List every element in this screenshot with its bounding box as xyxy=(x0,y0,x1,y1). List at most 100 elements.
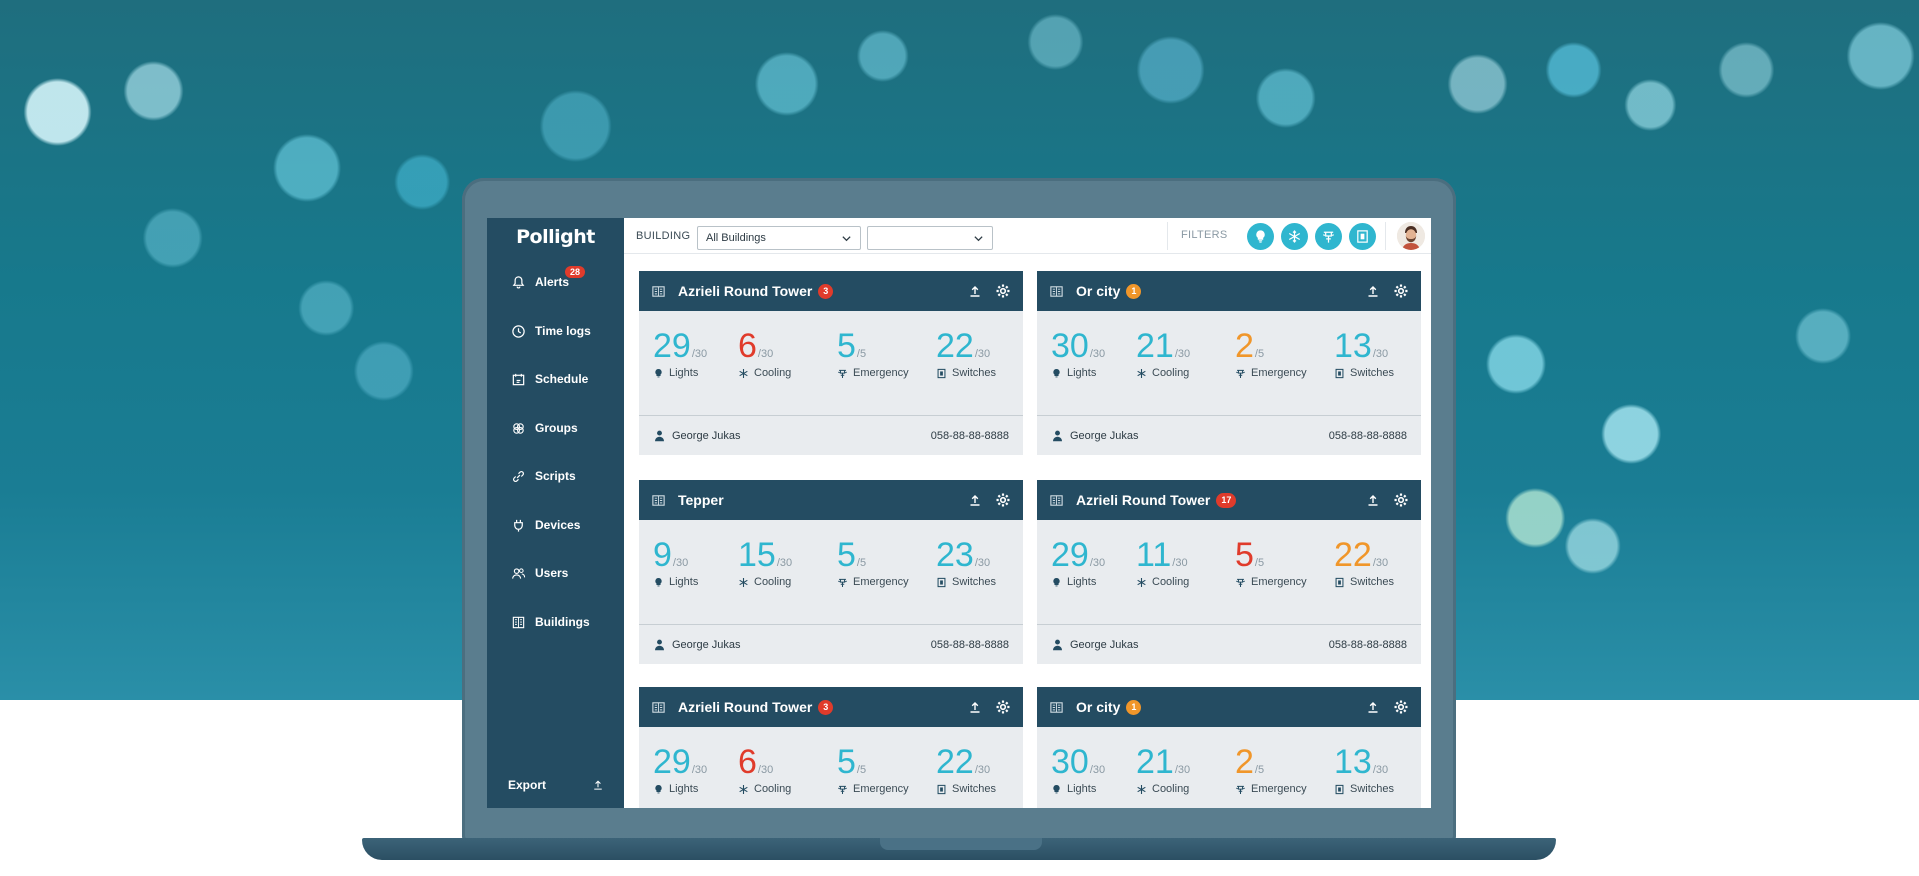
upload-icon[interactable] xyxy=(967,492,983,508)
gear-icon[interactable] xyxy=(1393,492,1409,508)
sidebar-item-schedule[interactable]: Schedule xyxy=(487,362,624,396)
stat-emergency[interactable]: 5/5 Emergency xyxy=(837,745,933,795)
card-footer: George Jukas 058-88-88-8888 xyxy=(1037,624,1421,664)
stat-cooling[interactable]: 11/30 Cooling xyxy=(1136,538,1232,588)
stat-total: /5 xyxy=(856,348,867,360)
card-header: Azrieli Round Tower 17 xyxy=(1037,480,1421,520)
stat-total: /30 xyxy=(691,348,708,360)
contact-person[interactable]: George Jukas xyxy=(653,429,740,442)
emergency-icon xyxy=(1236,578,1245,587)
stat-total: /30 xyxy=(757,348,774,360)
gear-icon[interactable] xyxy=(1393,699,1409,715)
stat-label: Emergency xyxy=(853,576,909,588)
sidebar-item-buildings[interactable]: Buildings xyxy=(487,605,624,639)
user-icon xyxy=(1053,430,1062,442)
contact-person[interactable]: George Jukas xyxy=(1051,429,1138,442)
stat-label: Emergency xyxy=(853,367,909,379)
sidebar-item-users[interactable]: Users xyxy=(487,556,624,590)
stat-cooling[interactable]: 15/30 Cooling xyxy=(738,538,834,588)
filter-lights-button[interactable] xyxy=(1247,223,1274,250)
stat-emergency[interactable]: 5/5 Emergency xyxy=(837,538,933,588)
card-header: Tepper xyxy=(639,480,1023,520)
building-card[interactable]: Azrieli Round Tower 3 29/30 Lights 6/30 … xyxy=(639,271,1023,455)
sidebar-item-time-logs[interactable]: Time logs xyxy=(487,314,624,348)
stat-emergency[interactable]: 2/5 Emergency xyxy=(1235,329,1331,379)
stat-cooling[interactable]: 21/30 Cooling xyxy=(1136,329,1232,379)
contact-phone[interactable]: 058-88-88-8888 xyxy=(1328,429,1407,442)
stat-lights[interactable]: 29/30 Lights xyxy=(1051,538,1147,588)
card-alert-badge: 1 xyxy=(1126,699,1142,715)
contact-phone[interactable]: 058-88-88-8888 xyxy=(930,429,1009,442)
user-avatar[interactable] xyxy=(1397,222,1425,250)
contact-phone[interactable]: 058-88-88-8888 xyxy=(930,638,1009,651)
upload-icon[interactable] xyxy=(1365,283,1381,299)
stat-total: /5 xyxy=(856,557,867,569)
filter-switches-button[interactable] xyxy=(1349,223,1376,250)
stat-label: Cooling xyxy=(754,367,792,379)
stat-cooling[interactable]: 21/30 Cooling xyxy=(1136,745,1232,795)
upload-icon[interactable] xyxy=(1365,492,1381,508)
stat-value: 15 xyxy=(738,536,776,574)
stat-switches[interactable]: 23/30 Switches xyxy=(936,538,1023,588)
upload-icon[interactable] xyxy=(967,283,983,299)
stat-total: /30 xyxy=(974,557,991,569)
building-select[interactable]: All Buildings xyxy=(697,226,861,250)
stat-cooling[interactable]: 6/30 Cooling xyxy=(738,745,834,795)
stat-lights[interactable]: 29/30 Lights xyxy=(653,745,749,795)
stat-label: Emergency xyxy=(1251,576,1307,588)
building-icon xyxy=(1050,285,1063,297)
stat-lights[interactable]: 29/30 Lights xyxy=(653,329,749,379)
bulb-icon xyxy=(655,368,662,377)
snowflake-icon xyxy=(739,368,748,378)
stat-lights[interactable]: 9/30 Lights xyxy=(653,538,749,588)
stat-lights[interactable]: 30/30 Lights xyxy=(1051,329,1147,379)
sidebar-item-alerts[interactable]: Alerts 28 xyxy=(487,265,624,299)
gear-icon[interactable] xyxy=(995,492,1011,508)
sidebar-item-scripts[interactable]: Scripts xyxy=(487,459,624,493)
stat-emergency[interactable]: 5/5 Emergency xyxy=(1235,538,1331,588)
secondary-select[interactable] xyxy=(867,226,993,250)
upload-icon[interactable] xyxy=(1365,699,1381,715)
building-card[interactable]: Azrieli Round Tower 3 29/30 Lights 6/30 … xyxy=(639,687,1023,808)
sidebar-item-groups[interactable]: Groups xyxy=(487,411,624,445)
filter-cooling-button[interactable] xyxy=(1281,223,1308,250)
building-card[interactable]: Or city 1 30/30 Lights 21/30 Cooling 2/5… xyxy=(1037,687,1421,808)
contact-name: George Jukas xyxy=(1070,638,1139,651)
stat-total: /30 xyxy=(1089,764,1106,776)
snowflake-icon xyxy=(739,784,748,794)
contact-phone[interactable]: 058-88-88-8888 xyxy=(1328,638,1407,651)
stat-label: Switches xyxy=(952,367,997,379)
stat-switches[interactable]: 13/30 Switches xyxy=(1334,745,1421,795)
stat-switches[interactable]: 13/30 Switches xyxy=(1334,329,1421,379)
building-card[interactable]: Or city 1 30/30 Lights 21/30 Cooling 2/5… xyxy=(1037,271,1421,455)
bulb-icon xyxy=(1053,577,1060,586)
sidebar-item-devices[interactable]: Devices xyxy=(487,508,624,542)
contact-person[interactable]: George Jukas xyxy=(653,638,740,651)
gear-icon[interactable] xyxy=(1393,283,1409,299)
filter-emergency-button[interactable] xyxy=(1315,223,1342,250)
stat-total: /30 xyxy=(1174,764,1191,776)
stat-emergency[interactable]: 2/5 Emergency xyxy=(1235,745,1331,795)
export-button[interactable]: Export xyxy=(487,770,624,800)
gear-icon[interactable] xyxy=(995,283,1011,299)
stat-total: /30 xyxy=(1172,557,1188,569)
stat-switches[interactable]: 22/30 Switches xyxy=(1334,538,1421,588)
building-card[interactable]: Tepper 9/30 Lights 15/30 Cooling 5/5 Eme… xyxy=(639,480,1023,664)
contact-person[interactable]: George Jukas xyxy=(1051,638,1138,651)
stat-cooling[interactable]: 6/30 Cooling xyxy=(738,329,834,379)
stat-total: /30 xyxy=(672,557,689,569)
link-icon xyxy=(513,470,524,482)
stat-emergency[interactable]: 5/5 Emergency xyxy=(837,329,933,379)
clock-icon xyxy=(512,324,525,338)
stat-lights[interactable]: 30/30 Lights xyxy=(1051,745,1147,795)
building-card[interactable]: Azrieli Round Tower 17 29/30 Lights 11/3… xyxy=(1037,480,1421,664)
stat-label: Emergency xyxy=(853,783,909,795)
stat-switches[interactable]: 22/30 Switches xyxy=(936,745,1023,795)
app-logo[interactable]: Pollight xyxy=(516,226,595,248)
snowflake-icon xyxy=(1137,784,1146,794)
upload-icon[interactable] xyxy=(967,699,983,715)
gear-icon[interactable] xyxy=(995,699,1011,715)
card-alert-badge: 17 xyxy=(1216,492,1237,508)
switch-icon xyxy=(1335,784,1344,794)
stat-switches[interactable]: 22/30 Switches xyxy=(936,329,1023,379)
